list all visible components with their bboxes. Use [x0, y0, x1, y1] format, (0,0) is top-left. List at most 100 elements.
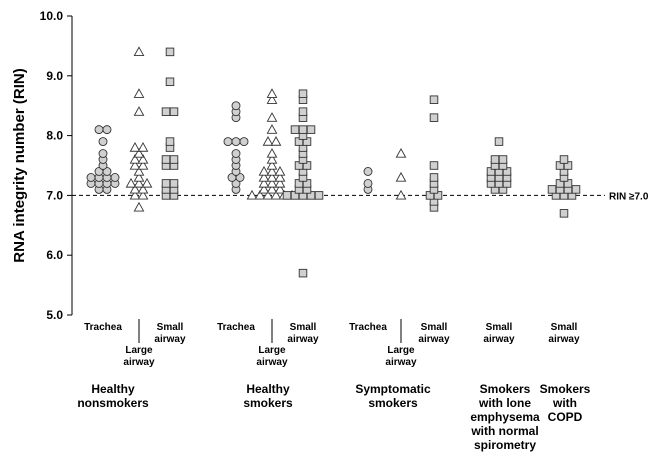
data-point-square: [429, 161, 439, 170]
data-point-circle: [223, 137, 233, 147]
data-point-triangle: [246, 189, 258, 200]
column-label: Small: [290, 322, 317, 333]
column-label: airway: [123, 357, 155, 368]
group-label: emphysema: [470, 410, 540, 424]
data-point-square: [429, 113, 439, 122]
data-point-circle: [94, 125, 104, 135]
group-label: smokers: [368, 396, 418, 410]
data-point-square: [298, 89, 308, 98]
data-points: [86, 46, 581, 278]
group-label: nonsmokers: [77, 396, 149, 410]
data-point-square: [547, 185, 557, 194]
data-point-square: [490, 155, 500, 164]
data-point-square: [298, 107, 308, 116]
data-point-triangle: [266, 171, 278, 182]
group-label: Smokers: [480, 382, 531, 396]
data-point-triangle: [133, 201, 145, 212]
y-tick-label: 5.0: [46, 308, 63, 322]
column-label: airway: [483, 334, 515, 345]
data-point-triangle: [133, 165, 145, 176]
data-point-circle: [239, 137, 249, 147]
data-point-triangle: [266, 165, 278, 176]
data-point-triangle: [266, 148, 278, 158]
data-point-triangle: [395, 148, 407, 158]
y-axis: 5.0 6.0 7.0 8.0 9.0 10.0: [40, 9, 73, 322]
data-point-circle: [231, 137, 241, 147]
data-point-square: [571, 185, 581, 194]
data-point-triangle: [266, 88, 278, 98]
data-point-triangle: [137, 183, 149, 194]
data-point-circle: [110, 173, 120, 182]
data-point-circle: [98, 137, 108, 147]
data-point-circle: [98, 149, 108, 158]
data-point-triangle: [141, 177, 153, 188]
data-point-circle: [231, 178, 241, 188]
data-point-triangle: [266, 183, 278, 194]
y-tick-label: 6.0: [46, 248, 63, 262]
data-point-triangle: [266, 112, 278, 122]
column-labels: TracheaLargeairwaySmallairwayTracheaLarg…: [84, 319, 580, 368]
data-point-triangle: [133, 46, 145, 57]
data-point-square: [494, 137, 504, 146]
data-point-square: [161, 155, 171, 164]
column-label: Small: [421, 322, 448, 333]
data-point-triangle: [274, 165, 286, 176]
data-point-square: [498, 155, 508, 164]
data-point-square: [429, 173, 439, 182]
data-point-triangle: [137, 142, 149, 152]
data-point-triangle: [262, 189, 274, 200]
data-point-triangle: [137, 189, 149, 200]
data-point-triangle: [274, 171, 286, 182]
column-label: Small: [486, 322, 513, 333]
column-label: airway: [548, 334, 580, 345]
data-point-square: [161, 107, 171, 116]
data-point-triangle: [266, 153, 278, 164]
data-point-triangle: [129, 189, 141, 200]
data-point-circle: [102, 125, 112, 135]
column-label: airway: [154, 334, 186, 345]
data-point-triangle: [395, 189, 407, 200]
column-label: Large: [258, 345, 286, 356]
data-point-triangle: [129, 159, 141, 170]
data-point-triangle: [274, 177, 286, 188]
data-point-triangle: [129, 142, 141, 152]
data-point-circle: [363, 167, 373, 176]
data-point-triangle: [258, 177, 270, 188]
data-point-square: [169, 107, 179, 116]
data-point-circle: [235, 173, 245, 182]
data-point-triangle: [133, 88, 145, 98]
data-point-square: [165, 47, 175, 57]
data-point-circle: [231, 149, 241, 158]
column-label: airway: [418, 334, 450, 345]
data-point-triangle: [137, 153, 149, 164]
data-point-triangle: [258, 183, 270, 194]
data-point-triangle: [258, 165, 270, 176]
reference-line-label: RIN ≥7.0: [609, 191, 649, 202]
data-point-triangle: [258, 171, 270, 182]
group-label: with normal: [470, 424, 538, 438]
data-point-square: [306, 125, 316, 134]
data-point-square: [298, 268, 308, 278]
group-label: COPD: [548, 410, 583, 424]
data-point-triangle: [137, 159, 149, 170]
data-point-triangle: [262, 136, 274, 146]
column-label: airway: [385, 357, 417, 368]
data-point-circle: [231, 101, 241, 111]
data-point-circle: [86, 173, 96, 182]
y-tick-label: 10.0: [40, 9, 64, 23]
data-point-square: [169, 179, 179, 188]
data-point-triangle: [129, 153, 141, 164]
data-point-triangle: [133, 171, 145, 182]
group-label: Smokers: [540, 382, 591, 396]
data-point-triangle: [270, 136, 282, 146]
data-point-triangle: [125, 177, 137, 188]
column-label: airway: [256, 357, 288, 368]
column-label: airway: [287, 334, 319, 345]
data-point-square: [290, 125, 300, 134]
column-label: Trachea: [349, 322, 387, 333]
data-point-triangle: [274, 183, 286, 194]
group-labels: HealthynonsmokersHealthysmokersSymptomat…: [77, 382, 590, 452]
group-label: spirometry: [474, 438, 536, 452]
data-point-triangle: [133, 106, 145, 116]
